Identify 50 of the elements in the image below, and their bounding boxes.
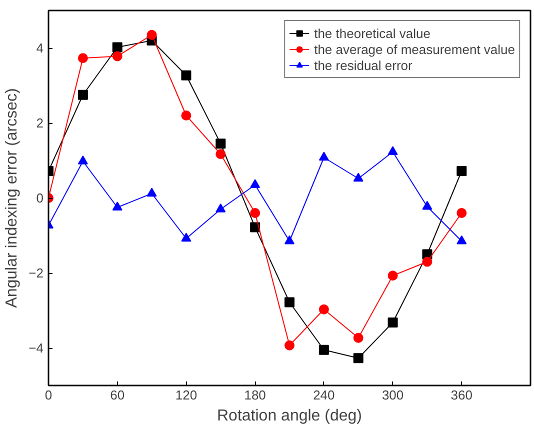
point bbox=[456, 208, 467, 218]
point bbox=[388, 318, 398, 328]
y-tick-label: 2 bbox=[36, 116, 44, 130]
point bbox=[318, 304, 329, 314]
point bbox=[456, 166, 467, 176]
point bbox=[78, 53, 88, 64]
point bbox=[78, 90, 88, 100]
point bbox=[250, 222, 260, 232]
y-tick-label: 0 bbox=[36, 190, 44, 206]
y-tick-label: −2 bbox=[28, 266, 44, 280]
point bbox=[388, 270, 398, 281]
legend-label: the average of measurement value bbox=[314, 41, 515, 57]
legend-label: the residual error bbox=[314, 57, 412, 73]
y-tick-label: 4 bbox=[36, 40, 44, 56]
point bbox=[284, 297, 294, 308]
x-axis-title: Rotation angle (deg) bbox=[217, 408, 362, 424]
x-tick-label: 180 bbox=[244, 388, 266, 402]
point bbox=[181, 70, 192, 80]
x-tick-label: 120 bbox=[175, 388, 198, 402]
point bbox=[78, 156, 88, 164]
point bbox=[456, 235, 467, 244]
point bbox=[216, 138, 226, 149]
point bbox=[353, 353, 364, 364]
x-tick-label: 360 bbox=[450, 388, 472, 402]
point bbox=[181, 232, 192, 242]
point bbox=[318, 152, 329, 161]
point bbox=[181, 110, 192, 120]
legend-label: the theoretical value bbox=[314, 25, 430, 41]
point bbox=[146, 188, 157, 197]
point bbox=[216, 204, 226, 212]
point bbox=[353, 172, 364, 182]
point bbox=[388, 146, 398, 155]
point bbox=[422, 200, 432, 210]
point bbox=[353, 332, 364, 343]
point bbox=[112, 202, 122, 210]
point bbox=[422, 256, 432, 267]
x-tick-label: 300 bbox=[382, 388, 404, 402]
point bbox=[146, 30, 157, 40]
point bbox=[112, 42, 122, 52]
point bbox=[250, 208, 260, 218]
point bbox=[250, 179, 260, 188]
point bbox=[284, 235, 294, 244]
point bbox=[112, 51, 122, 62]
x-tick-label: 60 bbox=[110, 388, 125, 402]
point bbox=[318, 344, 329, 355]
y-axis-title: Angular indexing error (arcsec) bbox=[4, 88, 21, 308]
point bbox=[284, 340, 294, 350]
point bbox=[216, 149, 226, 160]
y-tick-label: −4 bbox=[28, 340, 44, 356]
x-tick-label: 240 bbox=[313, 388, 335, 402]
